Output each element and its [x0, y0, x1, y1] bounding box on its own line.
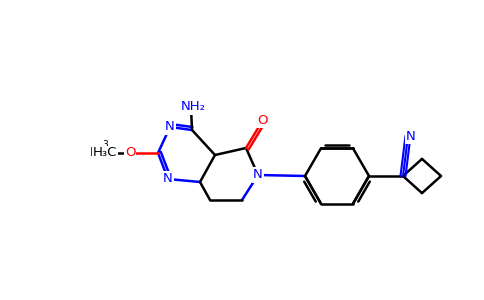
Text: N: N — [165, 121, 175, 134]
Text: O: O — [258, 113, 268, 127]
Text: H₃C: H₃C — [93, 146, 117, 160]
Text: N: N — [253, 169, 263, 182]
Text: NH₂: NH₂ — [181, 100, 206, 113]
Text: H: H — [90, 146, 100, 160]
Text: O: O — [125, 146, 135, 160]
Text: N: N — [406, 130, 416, 142]
Text: N: N — [163, 172, 173, 185]
Text: 3: 3 — [102, 140, 108, 149]
